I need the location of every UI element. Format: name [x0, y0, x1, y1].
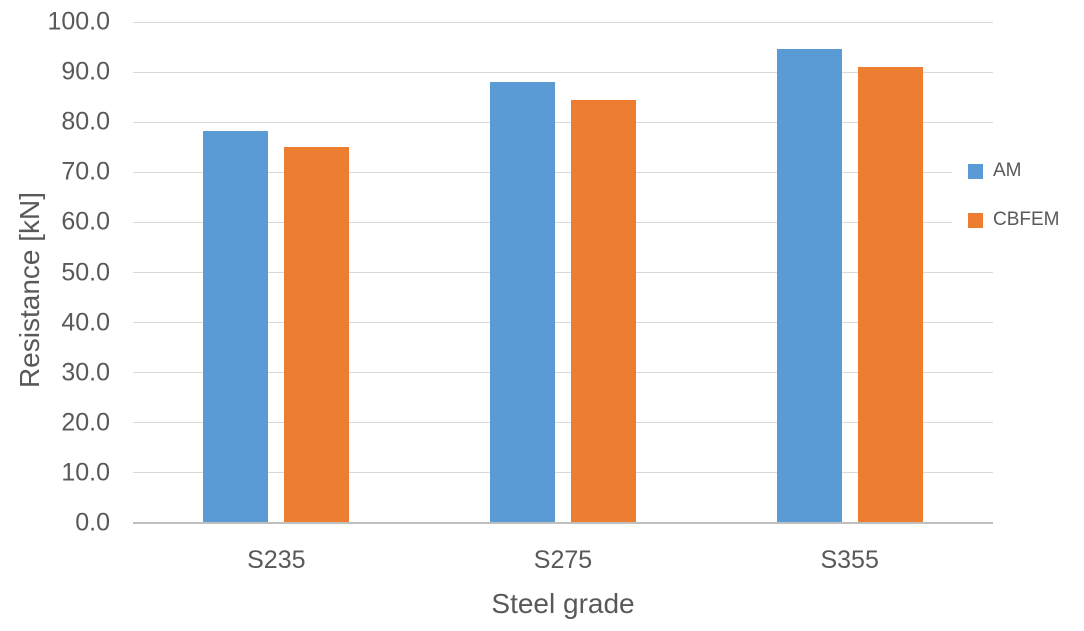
y-tick-label-90.0: 90.0 — [61, 57, 110, 86]
gridline-20 — [133, 422, 993, 424]
legend-swatch-am — [968, 163, 983, 179]
gridline-30 — [133, 372, 993, 374]
y-tick-label-10.0: 10.0 — [61, 458, 110, 487]
legend-label-cbfem: CBFEM — [993, 209, 1060, 230]
bar-cbfem-s235 — [284, 147, 350, 523]
legend-item-am: AM — [968, 160, 1084, 182]
legend-item-cbfem: CBFEM — [968, 209, 1084, 231]
gridline-80 — [133, 121, 993, 123]
y-tick-label-0.0: 0.0 — [75, 508, 110, 537]
gridline-100 — [133, 21, 993, 23]
legend-swatch-cbfem — [968, 212, 983, 228]
gridline-50 — [133, 272, 993, 273]
x-axis-title: Steel grade — [491, 588, 635, 619]
bar-am-s355 — [776, 49, 842, 523]
y-tick-label-30.0: 30.0 — [61, 358, 110, 387]
y-tick-label-80.0: 80.0 — [61, 107, 110, 136]
plot-area — [133, 21, 993, 524]
y-tick-label-60.0: 60.0 — [61, 207, 110, 236]
gridline-40 — [133, 322, 993, 324]
gridline-70 — [133, 171, 993, 173]
y-tick-label-40.0: 40.0 — [61, 308, 110, 337]
x-category-label-s235: S235 — [247, 546, 306, 574]
legend-label-am: AM — [993, 160, 1022, 181]
x-category-label-s355: S355 — [820, 546, 879, 574]
bar-cbfem-s275 — [571, 100, 636, 523]
y-tick-label-70.0: 70.0 — [61, 157, 110, 186]
y-tick-label-50.0: 50.0 — [61, 258, 110, 286]
y-tick-label-100.0: 100.0 — [47, 7, 110, 36]
x-axis-line — [133, 522, 993, 524]
x-category-label-s275: S275 — [533, 546, 593, 574]
gridline-10 — [133, 472, 993, 474]
bar-am-s275 — [490, 82, 555, 523]
bar-am-s235 — [203, 131, 269, 523]
legend: AM CBFEM — [952, 152, 1084, 245]
bar-cbfem-s355 — [857, 67, 923, 523]
y-tick-label-20.0: 20.0 — [61, 408, 110, 437]
gridline-90 — [133, 71, 993, 73]
gridline-60 — [133, 221, 993, 223]
